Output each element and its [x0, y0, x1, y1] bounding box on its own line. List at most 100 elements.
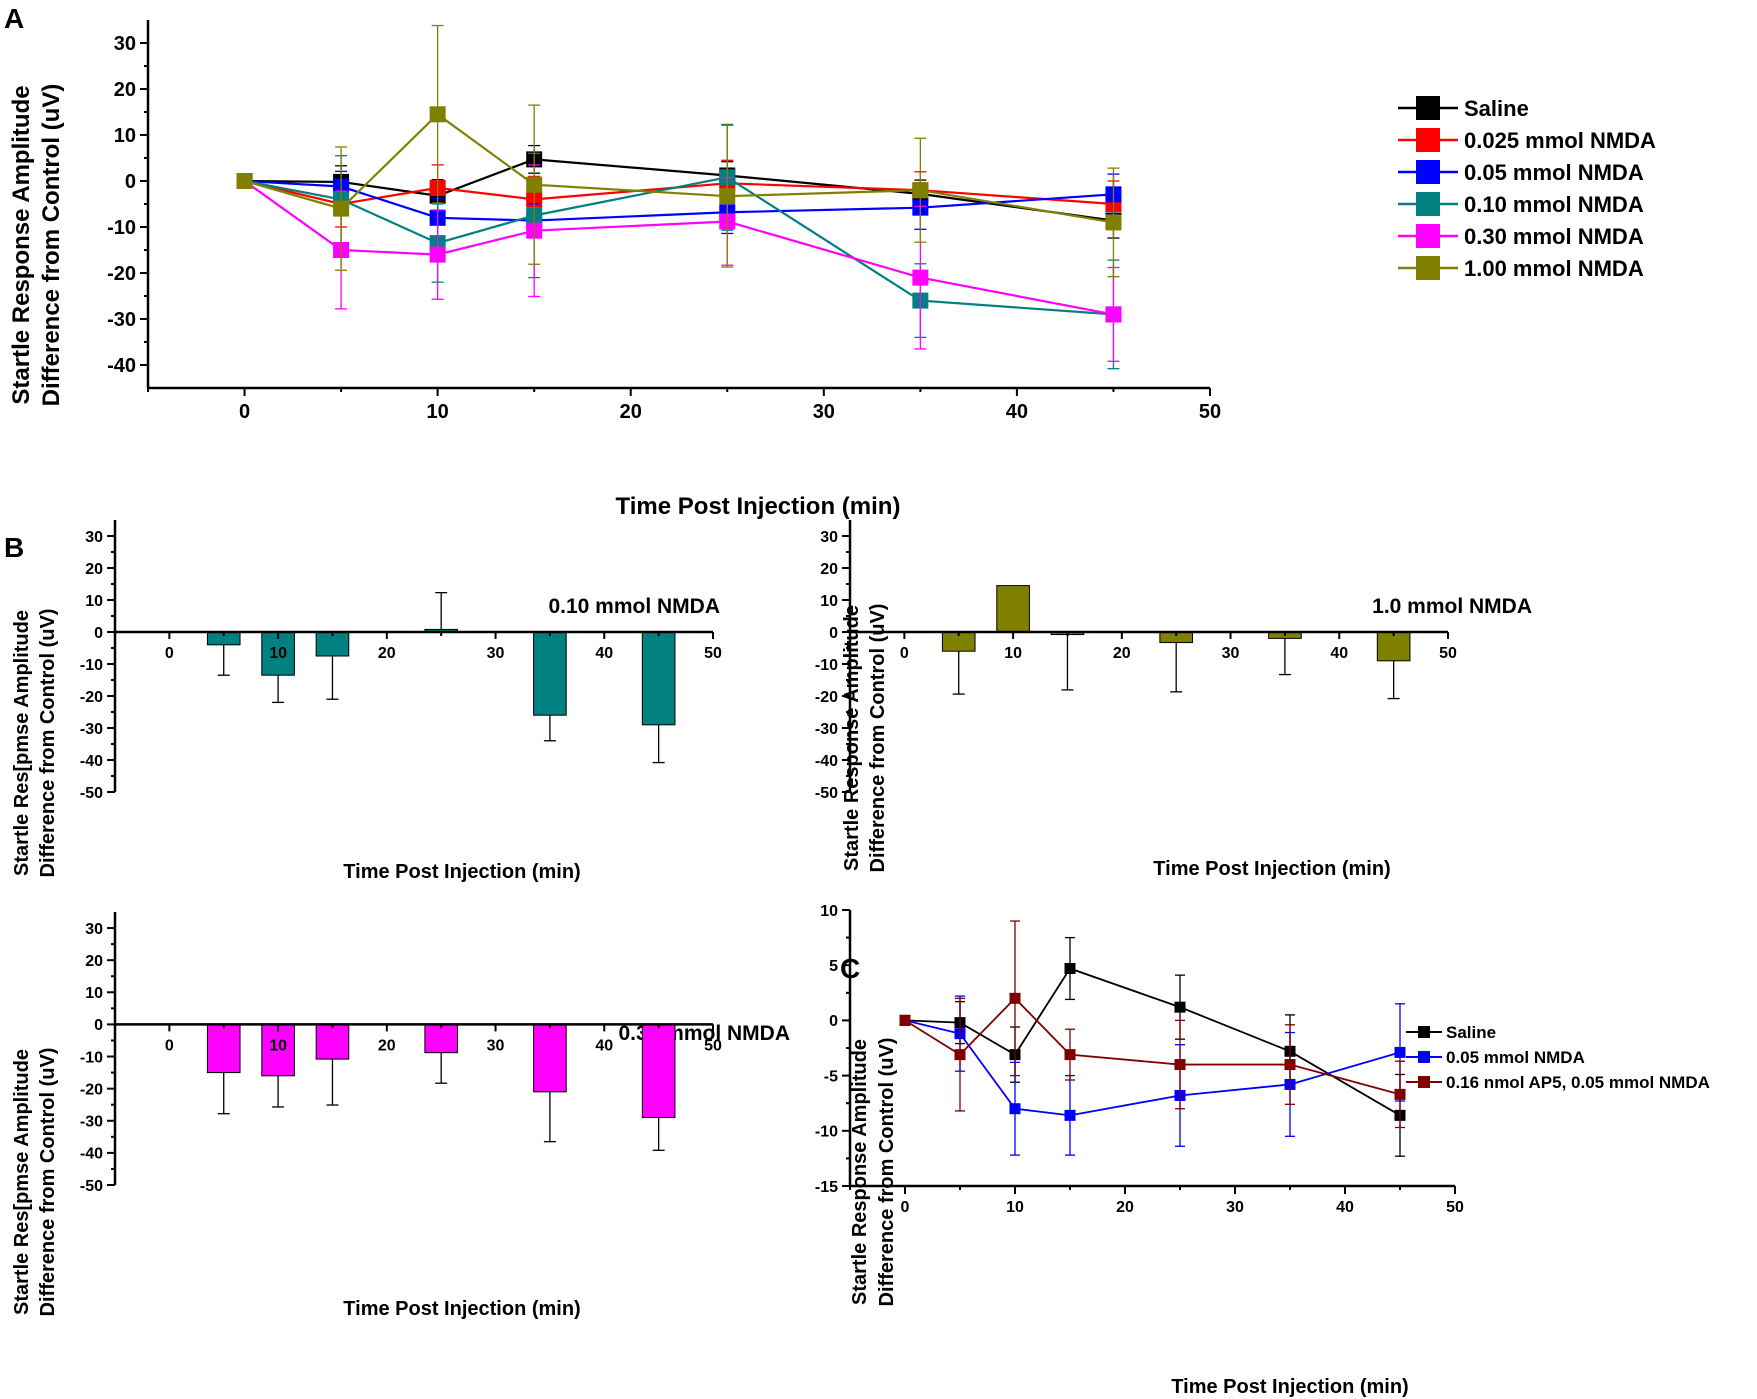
B3-bar	[641, 1023, 676, 1119]
B3-y-tick-label: -40	[80, 1146, 103, 1163]
C-data-point	[1394, 1046, 1406, 1058]
B1-y-tick-label: -40	[80, 753, 103, 770]
C-x-tick-label: 10	[1006, 1199, 1024, 1216]
B2-y-tick-label: 10	[820, 593, 838, 610]
B2-y-tick-label: 20	[820, 561, 838, 578]
A-x-tick-label: 0	[239, 401, 250, 423]
C-data-point	[1284, 1059, 1296, 1071]
legend-a-marker	[1416, 256, 1440, 280]
B3-x-tick-label: 40	[595, 1037, 613, 1054]
A-data-point	[912, 269, 929, 286]
panel-b1-xlabel: Time Post Injection (min)	[343, 861, 580, 883]
B3-y-tick-label: 20	[85, 953, 103, 970]
B2-y-tick-label: -30	[815, 721, 838, 738]
B1-y-tick-label: -10	[80, 657, 103, 674]
B2-x-tick-label: 40	[1330, 645, 1348, 662]
legend-a-marker	[1416, 128, 1440, 152]
B2-x-tick-label: 30	[1222, 645, 1240, 662]
legend-a-marker	[1416, 96, 1440, 120]
C-x-tick-label: 20	[1116, 1199, 1134, 1216]
B1-y-tick-label: -50	[80, 785, 103, 802]
legend-a-label: 0.10 mmol NMDA	[1464, 192, 1644, 217]
A-y-tick-label: -10	[107, 217, 136, 239]
legend-c-marker	[1418, 1051, 1430, 1063]
A-data-point	[236, 173, 253, 189]
B3-x-tick-label: 20	[378, 1037, 396, 1054]
C-x-tick-label: 30	[1226, 1199, 1244, 1216]
A-y-tick-label: -40	[107, 355, 136, 377]
C-x-tick-label: 50	[1446, 1199, 1464, 1216]
A-data-point	[526, 176, 543, 193]
C-y-tick-label: -10	[815, 1124, 838, 1141]
A-y-tick-label: 10	[114, 125, 136, 147]
B2-x-tick-label: 0	[900, 645, 909, 662]
C-y-tick-label: 10	[820, 903, 838, 920]
A-x-tick-label: 10	[427, 401, 449, 423]
legend-c-marker	[1418, 1076, 1430, 1088]
B3-y-tick-label: 10	[85, 985, 103, 1002]
B2-bar	[1376, 631, 1411, 662]
panel-a-ylabel-line2: Difference from Control (uV)	[38, 84, 65, 407]
B3-bar	[206, 1023, 241, 1074]
B3-bar	[424, 1023, 458, 1054]
A-data-point	[912, 182, 929, 199]
panel-b3-ylabel-line1: Startle Res[pmse Amplitude	[11, 1049, 33, 1315]
A-y-tick-label: 30	[114, 33, 136, 55]
A-data-point	[333, 200, 350, 217]
C-data-point	[1009, 992, 1021, 1004]
C-x-tick-label: 0	[901, 1199, 910, 1216]
A-data-point	[1105, 214, 1122, 231]
B3-y-tick-label: 30	[85, 921, 103, 938]
B3-y-tick-label: -50	[80, 1178, 103, 1195]
A-y-tick-label: 0	[125, 171, 136, 193]
panel-b2-ylabel-line1: Startle Response Amplitude	[841, 605, 863, 871]
legend-c-label: 0.05 mmol NMDA	[1446, 1048, 1585, 1067]
C-y-tick-label: 5	[829, 958, 838, 975]
A-y-tick-label: -30	[107, 309, 136, 331]
B1-y-tick-label: 30	[85, 529, 103, 546]
B2-y-tick-label: 0	[829, 625, 838, 642]
C-series	[899, 920, 1406, 1129]
C-series-line	[904, 997, 1401, 1096]
B2-x-tick-label: 10	[1004, 645, 1022, 662]
legend-a-marker	[1416, 192, 1440, 216]
A-x-tick-label: 20	[620, 401, 642, 423]
panel-a-xlabel: Time Post Injection (min)	[616, 493, 901, 520]
panel-a-ylabel-line1: Startle Response Amplitude	[8, 85, 35, 404]
C-series-line	[904, 967, 1401, 1117]
legend-a-marker	[1416, 160, 1440, 184]
panel-b2: 1.0 mmol NMDA -50 -40 -30 -20 -10 0 10 20 30 0 10 2…	[815, 520, 1532, 880]
B2-y-tick-label: -10	[815, 657, 838, 674]
panel-c-ylabel-line1: Startle Response Amplitude	[849, 1039, 871, 1305]
B3-y-tick-label: -20	[80, 1081, 103, 1098]
C-series	[899, 936, 1406, 1157]
B1-y-tick-label: 0	[94, 625, 103, 642]
panel-b1-title: 0.10 mmol NMDA	[548, 595, 720, 618]
B1-x-tick-label: 0	[165, 645, 174, 662]
B3-bar	[533, 1023, 567, 1093]
B1-y-tick-label: -20	[80, 689, 103, 706]
A-y-tick-label: -20	[107, 263, 136, 285]
C-data-point	[1064, 1049, 1076, 1061]
B3-x-tick-label: 10	[269, 1037, 287, 1054]
C-y-tick-label: -15	[815, 1179, 838, 1196]
B3-y-tick-label: 0	[94, 1017, 103, 1034]
A-data-point	[429, 106, 446, 123]
B1-bar	[641, 631, 676, 726]
C-data-point	[1174, 1001, 1186, 1013]
B1-x-tick-label: 40	[595, 645, 613, 662]
C-data-point	[1394, 1088, 1406, 1100]
panel-b2-title: 1.0 mmol NMDA	[1372, 595, 1532, 618]
A-data-point	[1105, 306, 1122, 323]
B1-x-tick-label: 30	[487, 645, 505, 662]
B2-bar	[996, 585, 1030, 633]
C-y-tick-label: 0	[829, 1013, 838, 1030]
A-series-line	[244, 112, 1114, 224]
A-series	[236, 24, 1122, 278]
panel-b-label: B	[4, 532, 24, 563]
C-data-point	[1009, 1103, 1021, 1115]
legend-c-label: Saline	[1446, 1023, 1496, 1042]
